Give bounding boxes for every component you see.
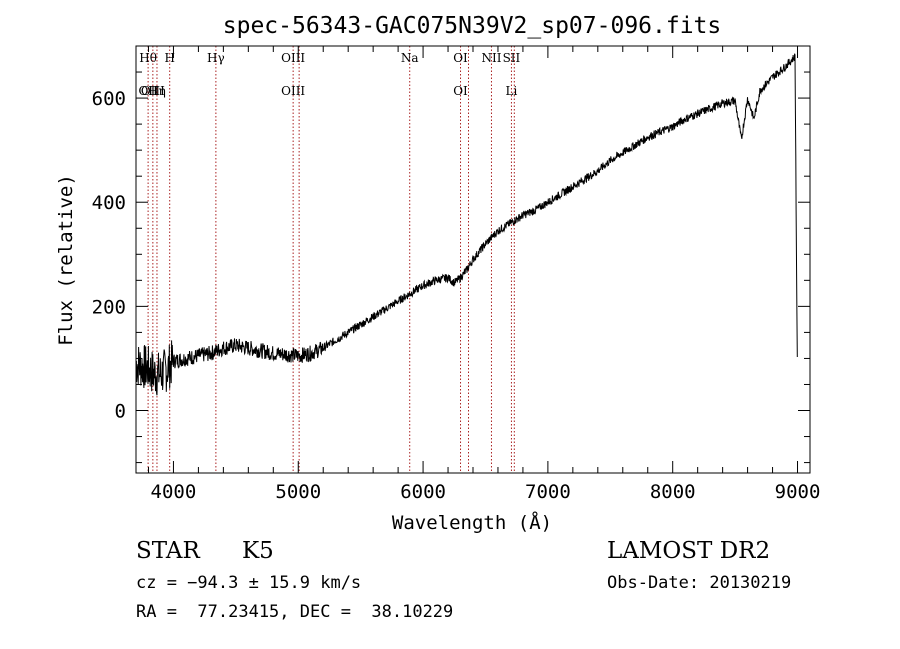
line-label-bottom: Li [506,84,518,98]
spectrum-series [135,53,798,396]
y-tick-label: 600 [92,88,126,110]
axis-ticks: 4000 5000 6000 7000 8000 9000 0 200 400 600 [92,45,821,503]
plot-frame [135,45,811,474]
y-tick-label: 0 [115,401,126,423]
x-tick-label: 4000 [151,481,197,503]
coordinates-text: RA = 77.23415, DEC = 38.10229 [136,602,454,622]
x-tick-label: 6000 [400,481,446,503]
x-tick-label: 5000 [275,481,321,503]
y-axis-label: Flux (relative) [55,174,77,346]
redshift-text: cz = −94.3 ± 15.9 km/s [136,573,362,593]
y-tick-label: 200 [92,296,126,318]
object-subclass: K5 [242,538,274,564]
line-label-top: OIII [281,51,305,65]
x-tick-label: 7000 [525,481,571,503]
line-label-bottom: OI [453,84,468,98]
line-label-top: Hθ [139,51,157,65]
line-label-top: NII [481,51,501,65]
spectrum-line [135,53,798,396]
object-class: STAR [136,538,200,564]
line-label-top: Hγ [207,51,225,65]
line-label-bottom: OII [138,84,158,98]
line-label-top: OI [453,51,468,65]
line-label-bottom: OIII [141,84,165,98]
line-label-bottom: Hη [148,84,166,98]
line-label-top: H [164,51,174,65]
y-tick-label: 400 [92,192,126,214]
chart-title: spec-56343-GAC075N39V2_sp07-096.fits [223,13,722,39]
line-label-top: SII [503,51,521,65]
x-tick-label: 8000 [650,481,696,503]
x-axis-label: Wavelength (Å) [392,511,552,534]
x-tick-label: 9000 [775,481,821,503]
obs-date-text: Obs-Date: 20130219 [607,573,792,593]
line-label-bottom: OIII [281,84,305,98]
line-label-top: Na [401,51,419,65]
survey-name: LAMOST DR2 [607,538,771,564]
